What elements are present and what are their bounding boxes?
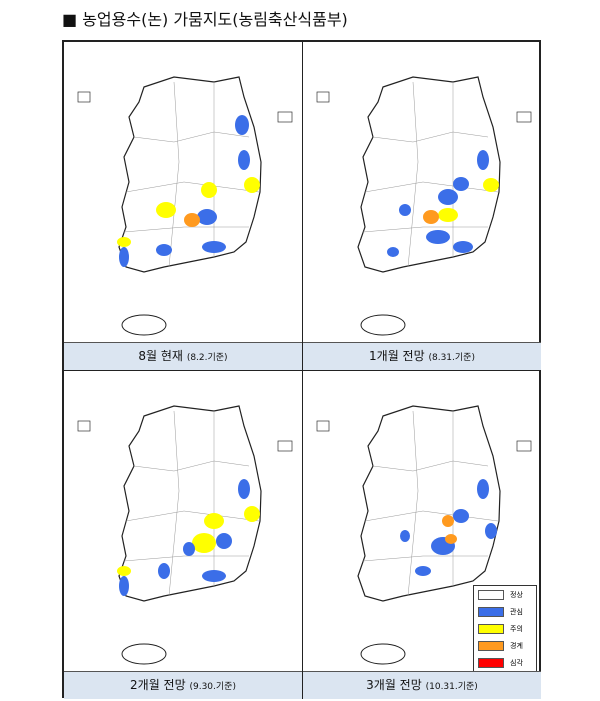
map-panel: 2개월 전망 (9.30.기준) xyxy=(64,371,303,699)
caption: 2개월 전망 (9.30.기준) xyxy=(64,671,302,699)
map-grid: 8월 현재 (8.2.기준) 1개월 전망 (8.31.기준) 2개월 전망 (… xyxy=(62,40,541,699)
legend-label: 정상 xyxy=(510,590,523,599)
caption: 8월 현재 (8.2.기준) xyxy=(64,342,302,370)
caption-title: 8월 현재 xyxy=(138,349,183,363)
legend-label: 주의 xyxy=(510,624,523,633)
legend-swatch xyxy=(478,606,504,617)
legend-label: 관심 xyxy=(510,607,523,616)
caption-date: (10.31.기준) xyxy=(425,682,478,692)
map xyxy=(77,76,293,336)
map xyxy=(316,76,532,336)
legend-item: 주의 xyxy=(474,620,536,637)
map-panel: 1개월 전망 (8.31.기준) xyxy=(303,42,541,371)
legend-swatch xyxy=(478,623,504,634)
legend-label: 심각 xyxy=(510,658,523,667)
caption: 1개월 전망 (8.31.기준) xyxy=(303,342,541,370)
legend-item: 관심 xyxy=(474,603,536,620)
legend-swatch xyxy=(478,589,504,600)
caption-title: 1개월 전망 xyxy=(369,349,425,363)
legend-swatch xyxy=(478,640,504,651)
legend-label: 경계 xyxy=(510,641,523,650)
caption-title: 2개월 전망 xyxy=(130,678,186,692)
legend-item: 경계 xyxy=(474,637,536,654)
legend-swatch xyxy=(478,657,504,668)
map-panel: 8월 현재 (8.2.기준) xyxy=(64,42,303,371)
caption-date: (8.2.기준) xyxy=(186,353,228,363)
legend-item: 정상 xyxy=(474,586,536,603)
legend-item: 심각 xyxy=(474,654,536,671)
caption: 3개월 전망 (10.31.기준) xyxy=(303,671,541,699)
caption-date: (9.30.기준) xyxy=(189,682,236,692)
map xyxy=(77,405,293,665)
map xyxy=(316,405,532,665)
title: ■ 농업용수(논) 가뭄지도(농림축산식품부) xyxy=(62,10,348,29)
caption-title: 3개월 전망 xyxy=(366,678,422,692)
caption-date: (8.31.기준) xyxy=(428,353,475,363)
